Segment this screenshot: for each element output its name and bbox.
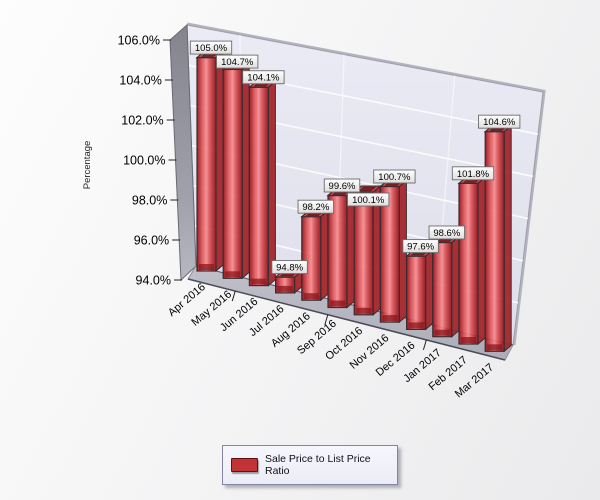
bar-dec-2016 [404,249,435,331]
svg-text:104.6%: 104.6% [483,117,516,128]
bar-mar-2017 [483,124,513,353]
svg-text:105.0%: 105.0% [195,43,228,54]
value-label: 100.1% [347,192,390,207]
value-label: 100.7% [373,169,416,184]
y-axis-tick-label: 98.0% [132,194,167,208]
legend-label: Sale Price to List Price Ratio [265,452,371,477]
y-axis-tick-label: 106.0% [118,34,160,48]
y-axis-tick-label: 104.0% [119,74,161,88]
svg-text:100.7%: 100.7% [378,172,411,183]
svg-text:94.8%: 94.8% [276,263,303,274]
y-axis-tick-label: 100.0% [123,154,165,168]
bar-oct-2016 [352,184,382,316]
legend-swatch [231,458,258,472]
bar-jul-2016 [273,270,304,294]
value-label: 98.2% [297,199,334,214]
x-axis-tick [324,314,329,325]
legend: Sale Price to List Price Ratio [222,445,398,485]
svg-text:99.6%: 99.6% [329,181,356,192]
floor-front-edge [187,278,506,361]
bar-may-2016 [221,62,251,280]
value-label: 97.6% [402,239,439,254]
svg-text:98.2%: 98.2% [302,202,329,213]
svg-text:101.8%: 101.8% [457,169,490,180]
svg-text:104.1%: 104.1% [247,73,280,84]
value-label: 104.6% [478,114,521,129]
bar-jun-2016 [247,80,278,287]
value-label: 105.0% [189,40,233,55]
svg-text:97.6%: 97.6% [407,242,434,253]
y-axis-tick-label: 102.0% [121,114,163,128]
bar-feb-2017 [457,176,487,346]
x-axis-tick [231,290,236,302]
svg-text:98.6%: 98.6% [433,228,460,239]
x-axis-tick [422,339,427,351]
value-label: 104.1% [242,70,285,85]
y-axis-title: Percentage [82,141,93,190]
bar-aug-2016 [300,209,330,302]
y-axis-tick-label: 94.0% [136,274,171,288]
value-label: 104.7% [216,54,259,69]
value-label: 101.8% [451,166,495,181]
svg-text:104.7%: 104.7% [221,57,254,68]
bar-apr-2016 [195,50,225,273]
bar-sep-2016 [326,188,356,309]
value-label: 94.8% [271,260,308,275]
y-axis-tick-label: 96.0% [134,234,169,248]
svg-text:100.1%: 100.1% [352,195,385,206]
value-label: 98.6% [428,225,465,240]
value-label: 99.6% [323,178,361,193]
